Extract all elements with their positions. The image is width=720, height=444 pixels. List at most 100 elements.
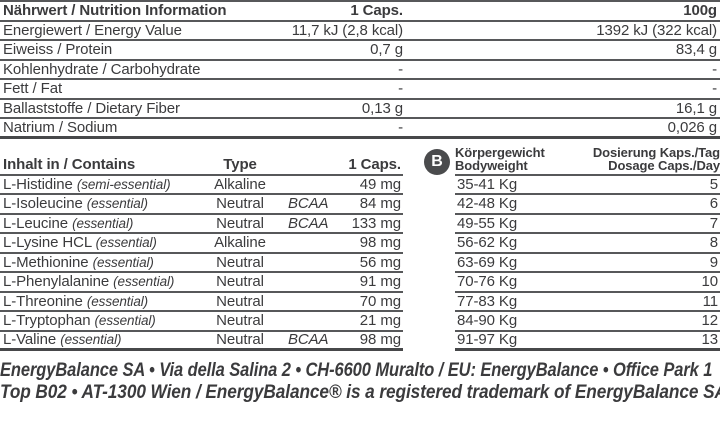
amino-acid-name: L-Histidine (semi-essential) bbox=[0, 176, 192, 193]
contains-header-title: Inhalt in / Contains bbox=[3, 155, 136, 173]
bottom-section: Inhalt in / Contains Type 1 Caps. L-Hist… bbox=[0, 144, 720, 351]
per-caps-value: - bbox=[398, 80, 403, 98]
amino-acid-amount: 133 mg bbox=[351, 214, 402, 232]
dosage-value: 7 bbox=[709, 214, 718, 232]
contains-table-body: L-Histidine (semi-essential) Alkaline 49 m… bbox=[0, 175, 403, 351]
dosage-row: 91-97 Kg 13 bbox=[455, 331, 720, 351]
nutrition-header-per-caps: 1 Caps. bbox=[350, 2, 403, 20]
amino-acid-type: Neutral bbox=[216, 273, 264, 291]
dosage-row: 84-90 Kg 12 bbox=[455, 312, 720, 332]
dosage-row: 35-41 Kg 5 bbox=[455, 175, 720, 195]
per-100g-value: 1392 kJ (322 kcal) bbox=[596, 21, 717, 39]
nutrient-label: Kohlenhydrate / Carbohydrate bbox=[3, 60, 201, 78]
amino-acid-name: L-Tryptophan (essential) bbox=[0, 312, 192, 329]
amino-acid-name: L-Methionine (essential) bbox=[0, 254, 192, 271]
amino-acid-amount: 98 mg bbox=[359, 234, 401, 252]
amino-acid-row: L-Isoleucine (essential) Neutral BCAA 84 mg bbox=[0, 195, 403, 215]
footer-line-2: Top B02 • AT-1300 Wien / EnergyBalance® … bbox=[0, 381, 720, 403]
amino-acid-label: L-Valine bbox=[3, 331, 61, 349]
bodyweight-range: 49-55 Kg bbox=[457, 214, 518, 232]
essentiality-note: (essential) bbox=[86, 293, 149, 309]
nutrition-header-title: Nährwert / Nutrition Information bbox=[3, 2, 227, 20]
amino-acid-amount: 70 mg bbox=[359, 292, 401, 310]
amino-acid-row: L-Tryptophan (essential) Neutral 21 mg bbox=[0, 312, 403, 332]
amino-acid-row: L-Histidine (semi-essential) Alkaline 49 m… bbox=[0, 175, 403, 195]
dosage-header-dosage-en: Dosage Caps./Day bbox=[608, 158, 720, 173]
nutrition-row: Energiewert / Energy Value 11,7 kJ (2,8 k… bbox=[0, 21, 720, 41]
essentiality-note: (essential) bbox=[92, 254, 154, 270]
dosage-header-bodyweight-en: Bodyweight bbox=[455, 158, 528, 173]
dosage-value: 13 bbox=[701, 331, 719, 349]
amino-acid-label: L-Threonine bbox=[3, 292, 87, 310]
nutrition-row: Kohlenhydrate / Carbohydrate - - bbox=[0, 60, 720, 80]
dosage-table-body: 35-41 Kg 5 42-48 Kg 6 49-55 Kg 7 56-62 Kg 8 63-6… bbox=[455, 175, 720, 351]
amino-acid-label: L-Isoleucine bbox=[3, 195, 87, 213]
contains-table-header-row: Inhalt in / Contains Type 1 Caps. bbox=[0, 149, 403, 176]
dosage-row: 70-76 Kg 10 bbox=[455, 273, 720, 293]
amino-acid-type: Neutral bbox=[216, 292, 264, 310]
amino-acid-amount: 49 mg bbox=[359, 175, 401, 193]
essentiality-note: (essential) bbox=[86, 196, 148, 212]
amino-acid-label: L-Histidine bbox=[3, 175, 77, 193]
bodyweight-range: 35-41 Kg bbox=[457, 175, 518, 193]
amino-acid-label: L-Tryptophan bbox=[3, 312, 95, 330]
amino-acid-row: L-Valine (essential) Neutral BCAA 98 mg bbox=[0, 331, 403, 351]
amino-acid-row: L-Phenylalanine (essential) Neutral 91 mg bbox=[0, 273, 403, 293]
bodyweight-range: 70-76 Kg bbox=[457, 273, 518, 291]
amino-acid-type: Neutral bbox=[216, 253, 264, 271]
amino-acid-row: L-Lysine HCL (essential) Alkaline 98 mg bbox=[0, 234, 403, 254]
per-caps-value: 0,7 g bbox=[370, 41, 403, 59]
per-caps-value: 0,13 g bbox=[361, 99, 403, 117]
amino-acid-name: L-Threonine (essential) bbox=[0, 293, 192, 310]
dosage-table: B Körpergewicht Bodyweight Dosierung Kap… bbox=[424, 144, 720, 351]
dosage-table-header-row: Körpergewicht Bodyweight Dosierung Kaps.… bbox=[455, 144, 720, 176]
contains-header-per-caps: 1 Caps. bbox=[348, 155, 401, 173]
amino-acid-amount: 56 mg bbox=[359, 253, 401, 271]
amino-acid-name: L-Lysine HCL (essential) bbox=[0, 234, 192, 251]
dosage-row: 63-69 Kg 9 bbox=[455, 253, 720, 273]
amino-acid-name: L-Phenylalanine (essential) bbox=[0, 273, 192, 290]
amino-acid-type: Neutral bbox=[216, 195, 264, 213]
dosage-row: 77-83 Kg 11 bbox=[455, 293, 720, 312]
b-badge-icon: B bbox=[424, 148, 450, 175]
nutrient-label: Energiewert / Energy Value bbox=[3, 21, 182, 39]
per-100g-value: 0,026 g bbox=[667, 118, 717, 136]
footer-line-1: EnergyBalance SA • Via della Salina 2 • … bbox=[0, 359, 713, 381]
amino-acid-type: Neutral bbox=[216, 331, 264, 349]
amino-acid-type: Neutral bbox=[216, 214, 264, 232]
bodyweight-range: 63-69 Kg bbox=[457, 253, 518, 271]
per-caps-value: - bbox=[398, 118, 403, 136]
nutrition-table-header-row: Nährwert / Nutrition Information 1 Caps.… bbox=[0, 2, 720, 22]
bodyweight-range: 91-97 Kg bbox=[457, 331, 518, 349]
manufacturer-footer: EnergyBalance SA • Via della Salina 2 • … bbox=[0, 359, 720, 403]
amino-acid-amount: 98 mg bbox=[359, 331, 401, 349]
bcaa-tag: BCAA bbox=[288, 331, 329, 349]
nutrition-row: Natrium / Sodium - 0,026 g bbox=[0, 119, 720, 139]
amino-acid-row: L-Methionine (essential) Neutral 56 mg bbox=[0, 253, 403, 273]
nutrient-label: Fett / Fat bbox=[3, 80, 63, 98]
dosage-value: 8 bbox=[709, 234, 718, 252]
nutrition-row: Fett / Fat - - bbox=[0, 80, 720, 100]
per-caps-value: - bbox=[398, 60, 403, 78]
nutrition-table-body: Energiewert / Energy Value 11,7 kJ (2,8 k… bbox=[0, 22, 720, 139]
amino-acid-amount: 21 mg bbox=[359, 312, 401, 330]
essentiality-note: (semi-essential) bbox=[76, 176, 171, 192]
dosage-value: 5 bbox=[709, 175, 718, 193]
dosage-header-bodyweight-de: Körpergewicht bbox=[455, 144, 545, 160]
amino-acid-amount: 84 mg bbox=[359, 195, 401, 213]
essentiality-note: (essential) bbox=[113, 274, 175, 290]
amino-acid-label: L-Phenylalanine bbox=[3, 273, 114, 291]
bodyweight-range: 56-62 Kg bbox=[457, 234, 518, 252]
amino-acid-type: Alkaline bbox=[214, 234, 266, 252]
bodyweight-range: 84-90 Kg bbox=[457, 312, 518, 330]
amino-acid-label: L-Leucine bbox=[3, 214, 73, 232]
bcaa-tag: BCAA bbox=[288, 195, 329, 213]
dosage-header-bodyweight: Körpergewicht Bodyweight bbox=[455, 144, 545, 173]
per-100g-value: 16,1 g bbox=[675, 99, 717, 117]
dosage-value: 9 bbox=[709, 253, 718, 271]
amino-acid-label: L-Lysine HCL bbox=[3, 234, 96, 252]
nutrient-label: Eiweiss / Protein bbox=[3, 41, 113, 59]
amino-acid-name: L-Leucine (essential) bbox=[0, 215, 192, 232]
nutrition-row: Eiweiss / Protein 0,7 g 83,4 g bbox=[0, 41, 720, 61]
